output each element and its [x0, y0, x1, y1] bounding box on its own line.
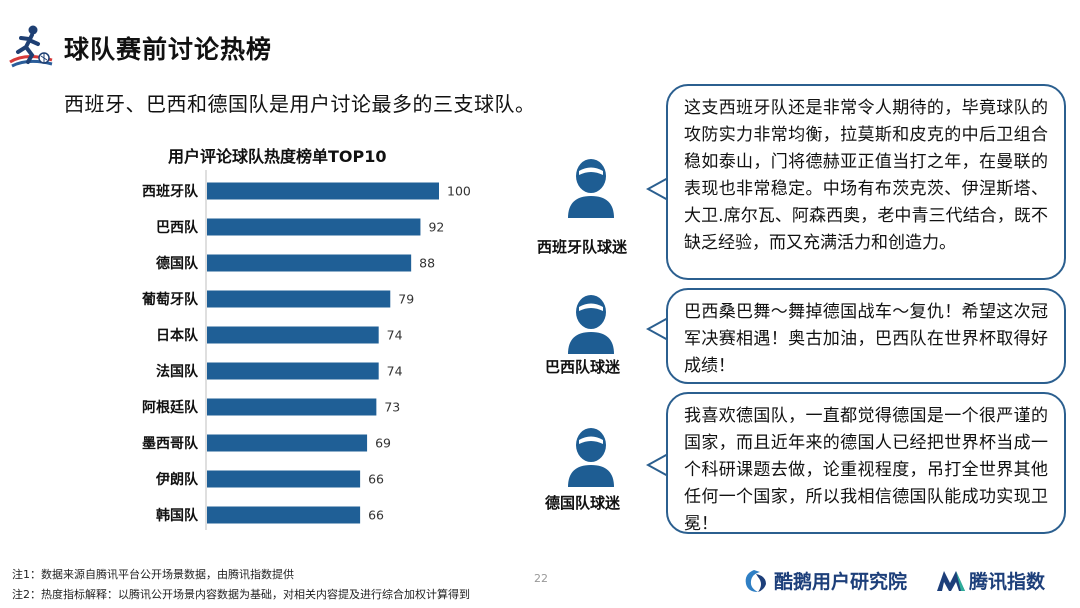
bar	[207, 290, 391, 308]
brazil-fan-comment-bubble: 巴西桑巴舞～舞掉德国战车～复仇！希望这次冠军决赛相遇！奥古加油，巴西队在世界杯取…	[666, 288, 1066, 384]
bar	[207, 470, 361, 488]
bar	[207, 254, 412, 272]
bar	[207, 182, 439, 200]
brazil-fan-label: 巴西队球迷	[545, 358, 621, 376]
value-label: 74	[387, 364, 403, 379]
category-label: 西班牙队	[142, 183, 199, 200]
category-label: 德国队	[156, 255, 199, 272]
category-label: 巴西队	[156, 219, 199, 236]
category-label: 日本队	[156, 327, 199, 344]
bubble-tail	[646, 453, 669, 477]
value-label: 66	[368, 508, 384, 523]
chart-title: 用户评论球队热度榜单TOP10	[168, 147, 387, 166]
category-label: 墨西哥队	[142, 435, 199, 452]
bar	[207, 362, 379, 380]
bar	[207, 434, 368, 452]
brand-tencent-index-text: 腾讯指数	[969, 571, 1046, 593]
bar-chart: 西班牙队 100 巴西队 92 德国队 88 葡萄牙队 79 日本队 74 法国队 74 阿根廷队 73 墨…	[141, 170, 471, 530]
value-label: 88	[419, 256, 435, 271]
category-label: 伊朗队	[155, 471, 199, 488]
germany-fan-label: 德国队球迷	[545, 494, 621, 512]
tencent-index-logo-icon	[937, 570, 965, 591]
germany-fan-avatar-icon	[568, 428, 614, 487]
brand-kuee: 酷鹅用户研究院	[740, 567, 907, 594]
category-label: 韩国队	[156, 507, 199, 524]
value-label: 74	[387, 328, 403, 343]
category-label: 法国队	[156, 363, 199, 380]
value-label: 73	[384, 400, 400, 415]
bar	[207, 326, 379, 344]
page-subtitle: 西班牙、巴西和德国队是用户讨论最多的三支球队。	[64, 92, 536, 116]
bubble-tail	[646, 317, 669, 341]
spain-fan-label: 西班牙队球迷	[537, 238, 628, 256]
brand-tencent-index: 腾讯指数	[936, 567, 1045, 594]
bar	[207, 398, 377, 416]
value-label: 100	[447, 184, 471, 199]
brand-kuee-text: 酷鹅用户研究院	[774, 571, 908, 593]
spain-fan-avatar-icon	[568, 159, 614, 218]
category-label: 阿根廷队	[142, 399, 199, 416]
bubble-tail	[646, 177, 669, 201]
value-label: 69	[375, 436, 391, 451]
footnote-1: 注1：数据来源自腾讯平台公开场景数据，由腾讯指数提供	[12, 568, 294, 581]
value-label: 79	[398, 292, 414, 307]
footnote-2: 注2：热度指标解释：以腾讯公开场景内容数据为基础，对相关内容提及进行综合加权计算…	[12, 588, 470, 601]
bar	[207, 218, 421, 236]
spain-fan-comment-bubble: 这支西班牙队还是非常令人期待的，毕竟球队的攻防实力非常均衡，拉莫斯和皮克的中后卫…	[666, 84, 1066, 280]
page-title: 球队赛前讨论热榜	[64, 35, 273, 64]
value-label: 92	[428, 220, 444, 235]
category-label: 葡萄牙队	[141, 291, 199, 308]
brazil-fan-avatar-icon	[568, 295, 614, 354]
football-player-icon	[9, 25, 53, 68]
bar	[207, 506, 361, 524]
germany-fan-comment-bubble: 我喜欢德国队，一直都觉得德国是一个很严谨的国家，而且近年来的德国人已经把世界杯当…	[666, 392, 1066, 534]
kuee-logo-icon	[745, 569, 766, 592]
value-label: 66	[368, 472, 384, 487]
page-number: 22	[534, 572, 548, 585]
